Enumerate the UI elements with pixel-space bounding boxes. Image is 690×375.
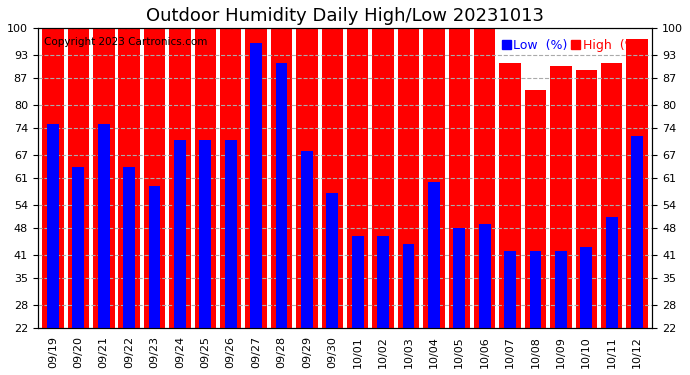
Text: Copyright 2023 Cartronics.com: Copyright 2023 Cartronics.com xyxy=(43,37,207,47)
Bar xyxy=(250,43,262,328)
Bar xyxy=(448,28,470,328)
Bar xyxy=(428,182,440,328)
Bar xyxy=(195,28,216,328)
Bar xyxy=(322,28,343,328)
Bar xyxy=(148,186,161,328)
Bar xyxy=(555,251,566,328)
Bar xyxy=(199,140,211,328)
Bar xyxy=(270,28,293,328)
Bar xyxy=(124,166,135,328)
Bar xyxy=(601,63,622,328)
Bar xyxy=(246,28,267,328)
Bar xyxy=(377,236,389,328)
Bar xyxy=(580,248,592,328)
Legend: Low  (%), High  (%): Low (%), High (%) xyxy=(497,34,646,57)
Bar xyxy=(474,28,495,328)
Bar xyxy=(93,28,115,328)
Bar xyxy=(550,66,572,328)
Bar xyxy=(606,217,618,328)
Bar xyxy=(68,28,89,328)
Bar xyxy=(500,63,521,328)
Bar xyxy=(529,251,542,328)
Bar xyxy=(225,140,237,328)
Bar xyxy=(423,28,444,328)
Bar xyxy=(42,28,63,328)
Bar xyxy=(118,28,140,328)
Bar xyxy=(220,28,242,328)
Title: Outdoor Humidity Daily High/Low 20231013: Outdoor Humidity Daily High/Low 20231013 xyxy=(146,7,544,25)
Bar xyxy=(453,228,465,328)
Bar xyxy=(479,224,491,328)
Bar xyxy=(144,28,166,328)
Bar xyxy=(352,236,364,328)
Bar xyxy=(275,63,288,328)
Bar xyxy=(169,28,190,328)
Bar xyxy=(174,140,186,328)
Bar xyxy=(47,124,59,328)
Bar xyxy=(373,28,394,328)
Bar xyxy=(98,124,110,328)
Bar xyxy=(296,28,317,328)
Bar xyxy=(631,136,643,328)
Bar xyxy=(397,28,420,328)
Bar xyxy=(575,70,597,328)
Bar xyxy=(627,39,648,328)
Bar xyxy=(524,90,546,328)
Bar xyxy=(347,28,368,328)
Bar xyxy=(72,166,84,328)
Bar xyxy=(301,151,313,328)
Bar xyxy=(504,251,516,328)
Bar xyxy=(402,244,415,328)
Bar xyxy=(326,194,338,328)
